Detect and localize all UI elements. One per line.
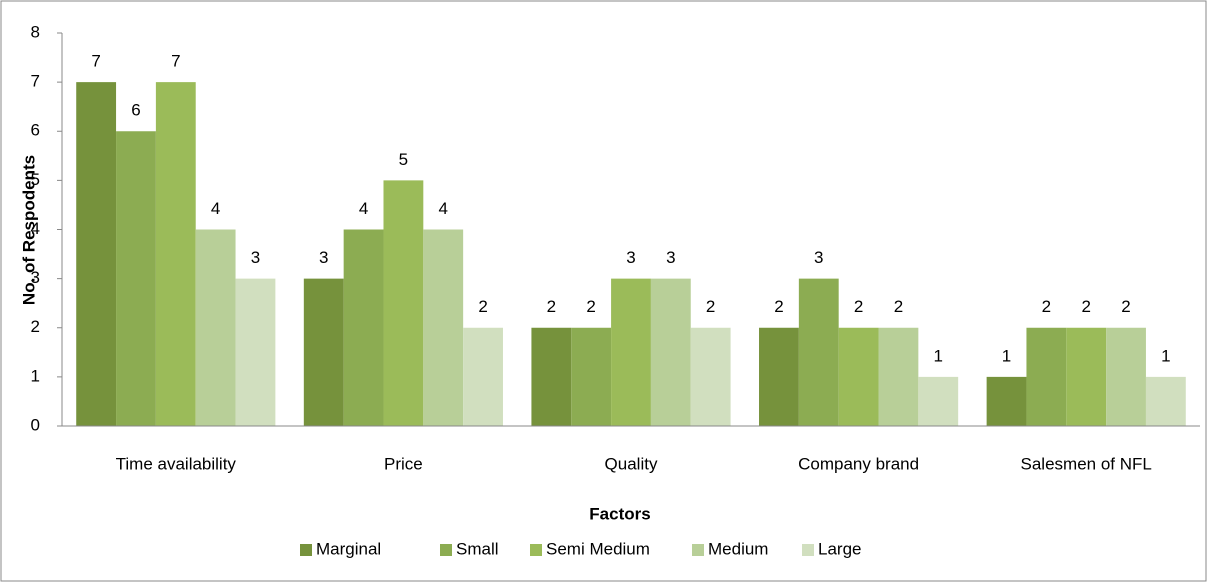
y-tick-label: 3 (31, 268, 40, 287)
bar (798, 278, 839, 426)
legend-swatch (300, 544, 312, 556)
y-tick-label: 7 (31, 72, 40, 91)
y-tick-label: 4 (31, 219, 40, 238)
legend-label: Small (456, 539, 499, 558)
data-label: 3 (666, 248, 675, 267)
bar (838, 327, 879, 426)
bar (1145, 376, 1186, 426)
data-label: 3 (319, 248, 328, 267)
y-axis-label: No. of Respodents (19, 155, 38, 305)
data-label: 3 (626, 248, 635, 267)
legend-swatch (802, 544, 814, 556)
data-label: 2 (1121, 297, 1130, 316)
data-label: 4 (438, 199, 447, 218)
bar (759, 327, 799, 426)
bar (303, 278, 344, 426)
legend-label: Semi Medium (546, 539, 650, 558)
bar (343, 229, 384, 426)
data-label: 1 (1002, 346, 1011, 365)
data-label: 7 (171, 52, 180, 71)
bar (571, 327, 612, 426)
bar (1066, 327, 1107, 426)
data-label: 4 (359, 199, 368, 218)
bar (383, 180, 424, 426)
data-label: 2 (706, 297, 715, 316)
bar (1106, 327, 1146, 426)
y-tick-label: 6 (31, 121, 40, 140)
bar (155, 82, 196, 426)
legend-label: Medium (708, 539, 768, 558)
bar (878, 327, 919, 426)
x-tick-label: Salesmen of NFL (1021, 454, 1152, 473)
data-label: 1 (1161, 346, 1170, 365)
x-tick-label: Time availability (116, 454, 237, 473)
data-label: 2 (854, 297, 863, 316)
bar (918, 376, 959, 426)
data-label: 3 (251, 248, 260, 267)
bar (195, 229, 236, 426)
data-label: 2 (478, 297, 487, 316)
bar (531, 327, 572, 426)
legend-swatch (692, 544, 704, 556)
bar (1026, 327, 1067, 426)
legend-swatch (440, 544, 452, 556)
x-tick-label: Company brand (798, 454, 919, 473)
x-tick-label: Price (384, 454, 423, 473)
data-label: 2 (1081, 297, 1090, 316)
bar (690, 327, 731, 426)
legend-label: Large (818, 539, 861, 558)
y-tick-label: 1 (31, 366, 40, 385)
legend-label: Marginal (316, 539, 381, 558)
data-label: 2 (774, 297, 783, 316)
data-label: 2 (894, 297, 903, 316)
bar (76, 82, 117, 426)
data-label: 2 (586, 297, 595, 316)
y-tick-label: 0 (31, 415, 40, 434)
y-tick-label: 5 (31, 170, 40, 189)
bar (650, 278, 691, 426)
bar (116, 131, 156, 426)
data-label: 5 (399, 150, 408, 169)
data-label: 1 (934, 346, 943, 365)
bar (611, 278, 651, 426)
data-label: 3 (814, 248, 823, 267)
y-tick-label: 2 (31, 317, 40, 336)
x-tick-label: Quality (605, 454, 658, 473)
x-axis-label: Factors (589, 504, 650, 523)
legend-swatch (530, 544, 542, 556)
bar (986, 376, 1027, 426)
bar (235, 278, 276, 426)
data-label: 2 (547, 297, 556, 316)
data-label: 2 (1042, 297, 1051, 316)
data-label: 6 (131, 101, 140, 120)
data-label: 7 (91, 52, 100, 71)
bar (423, 229, 464, 426)
y-tick-label: 8 (31, 22, 40, 41)
bar (463, 327, 503, 426)
data-label: 4 (211, 199, 220, 218)
